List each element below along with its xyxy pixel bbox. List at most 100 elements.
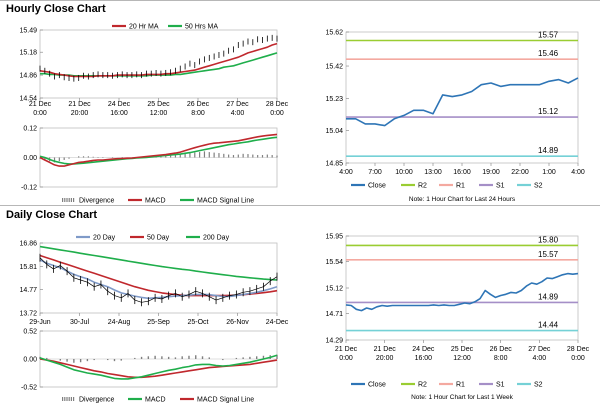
weekly-close-x-tick-label: 27 Dec [528,346,551,353]
weekly-close-x-tick-label: 8:00 [494,355,508,362]
hourly-close-level-label: 15.12 [538,107,559,116]
hourly-close-y-tick-label: 15.23 [325,96,343,103]
hourly-close-note: Note: 1 Hour Chart for Last 24 Hours [409,196,516,203]
hourly-close-level-label: 15.57 [538,31,559,40]
hourly-price-x-tick-label: 27 Dec [226,101,249,108]
hourly-close-x-tick-label: 13:00 [424,169,442,176]
daily-price-x-tick-label: 26-Nov [226,319,249,326]
hourly-legend-divergence-swatch [70,198,72,202]
daily-section-title: Daily Close Chart [6,209,98,221]
weekly-close-legend-s1-label: S1 [496,382,505,389]
hourly-close-x-tick-label: 16:00 [453,169,471,176]
daily-price-x-tick-label: 29-Jun [29,319,51,326]
daily-price-x-tick-label: 24-Aug [108,319,131,326]
weekly-close-x-tick-label: 24 Dec [412,346,435,353]
hourly-close-level-label: 14.89 [538,146,559,155]
daily-price-y-tick-label: 16.86 [19,241,37,248]
daily-legend-signal-label: MACD Signal Line [197,397,254,404]
weekly-close-x-tick-label: 21 Dec [335,346,358,353]
daily-200day-line [39,245,278,281]
hourly-legend-divergence-swatch [62,198,64,202]
hourly-price-x-tick-label: 12:00 [150,110,168,117]
weekly-close-level-label: 14.89 [538,292,559,301]
daily-legend-divergence-swatch [70,397,72,401]
hourly-legend-divergence-swatch [68,198,70,202]
weekly-close-y-tick-label: 15.95 [325,234,343,241]
daily-macd-y-tick-label: -0.52 [21,385,37,392]
hourly-legend-divergence-label: Divergence [79,198,115,205]
daily-legend-200day-label: 200 Day [203,235,230,242]
hourly-macd-line [39,133,278,167]
daily-legend-50day-label: 50 Day [147,235,170,242]
hourly-legend-50hr-label: 50 Hrs MA [185,24,218,31]
daily-price-y-tick-label: 15.81 [19,264,37,271]
hourly-price-x-tick-label: 21 Dec [29,101,52,108]
hourly-legend-20hr-label: 20 Hr MA [129,24,159,31]
hourly-20hr-ma-line [39,42,278,78]
weekly-close-level-label: 15.57 [538,250,559,259]
hourly-price-x-tick-label: 0:00 [270,110,284,117]
hourly-price-x-tick-label: 21 Dec [68,101,91,108]
hourly-close-y-tick-label: 15.04 [325,128,343,135]
weekly-close-x-tick-label: 26 Dec [490,346,513,353]
hourly-price-x-tick-label: 8:00 [191,110,205,117]
weekly-close-x-tick-label: 0:00 [571,355,585,362]
hourly-price-y-tick-label: 15.49 [19,28,37,35]
hourly-close-legend-r1-label: R1 [456,183,465,190]
hourly-section-title: Hourly Close Chart [6,3,106,15]
daily-20day-line [39,259,278,300]
weekly-close-x-tick-label: 0:00 [339,355,353,362]
daily-legend-divergence-label: Divergence [79,397,115,404]
hourly-price-x-tick-label: 20:00 [71,110,89,117]
hourly-close-legend-s1-label: S1 [496,183,505,190]
hourly-close-legend-close-label: Close [368,183,386,190]
weekly-close-x-tick-label: 4:00 [533,355,547,362]
daily-legend-divergence-swatch [68,397,70,401]
hourly-price-x-tick-label: 4:00 [231,110,245,117]
daily-legend-divergence-swatch [62,397,64,401]
daily-macd-signal-line [39,358,278,379]
hourly-macd-y-tick-label: -0.12 [21,185,37,192]
weekly-close-y-tick-label: 14.29 [325,338,343,345]
hourly-price-y-tick-label: 14.54 [19,96,37,103]
hourly-legend-signal-label: MACD Signal Line [197,198,254,205]
hourly-close-x-tick-label: 7:00 [368,169,382,176]
hourly-close-x-tick-label: 22:00 [511,169,529,176]
hourly-close-x-tick-label: 4:00 [571,169,585,176]
daily-legend-divergence-swatch [66,397,68,401]
hourly-macd-y-tick-label: 0.00 [23,155,37,162]
weekly-close-x-tick-label: 12:00 [453,355,471,362]
weekly-close-y-tick-label: 15.12 [325,286,343,293]
hourly-price-x-tick-label: 25 Dec [147,101,170,108]
daily-legend-macd-label: MACD [145,397,166,404]
weekly-close-x-tick-label: 28 Dec [567,346,590,353]
hourly-price-y-tick-label: 15.18 [19,50,37,57]
daily-legend-divergence-swatch [73,397,75,401]
daily-price-y-tick-label: 14.77 [19,287,37,294]
daily-price-y-tick-label: 13.72 [19,311,37,318]
daily-legend-divergence-swatch [64,397,66,401]
weekly-close-level-label: 15.80 [538,235,559,244]
hourly-legend-macd-label: MACD [145,198,166,205]
daily-macd-line [39,354,278,380]
hourly-close-y-tick-label: 15.42 [325,64,343,71]
weekly-close-x-tick-label: 21 Dec [374,346,397,353]
hourly-legend-divergence-swatch [66,198,68,202]
hourly-legend-divergence-swatch [73,198,75,202]
hourly-price-x-tick-label: 26 Dec [187,101,210,108]
daily-macd-y-tick-label: 0.52 [23,329,37,336]
weekly-close-x-tick-label: 16:00 [415,355,433,362]
hourly-close-level-label: 15.46 [538,49,559,58]
hourly-macd-signal-line [39,136,278,165]
daily-macd-y-tick-label: 0.00 [23,357,37,364]
hourly-close-close-line [346,77,579,127]
hourly-price-x-tick-label: 24 Dec [108,101,131,108]
daily-price-x-tick-label: 25-Oct [187,319,208,326]
hourly-price-y-tick-label: 14.86 [19,73,37,80]
hourly-legend-divergence-swatch [64,198,66,202]
weekly-close-x-tick-label: 20:00 [376,355,394,362]
hourly-price-x-tick-label: 16:00 [110,110,128,117]
daily-legend-20day-label: 20 Day [93,235,116,242]
hourly-macd-y-tick-label: 0.12 [23,126,37,133]
